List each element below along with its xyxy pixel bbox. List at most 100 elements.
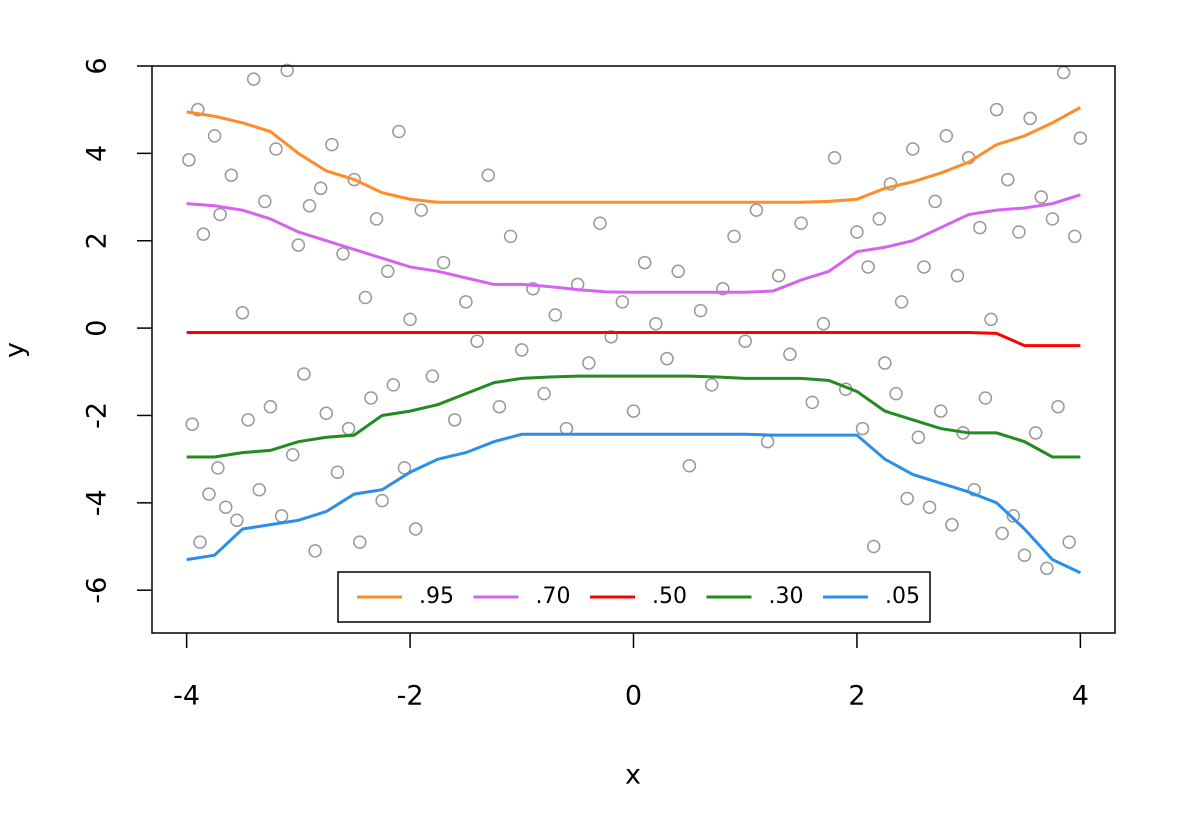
point — [749, 203, 764, 217]
point — [336, 247, 350, 261]
point — [325, 137, 339, 152]
point — [615, 295, 630, 309]
plot-frame — [151, 65, 1116, 634]
y-tick-label: -4 — [82, 489, 113, 516]
quantile-line — [186, 432, 1082, 575]
x-tick-label: 0 — [625, 681, 642, 712]
point — [302, 199, 317, 213]
y-tick-label: 2 — [82, 232, 113, 249]
point — [347, 172, 361, 187]
point — [375, 493, 389, 508]
point — [241, 413, 255, 427]
point — [380, 264, 395, 279]
x-tick-label: -4 — [173, 681, 200, 712]
point — [224, 168, 239, 182]
point — [1034, 190, 1049, 204]
point — [805, 395, 819, 410]
point — [582, 356, 596, 370]
point — [900, 491, 914, 506]
point — [783, 347, 797, 362]
legend-label: .95 — [419, 584, 454, 609]
point — [308, 544, 322, 558]
point — [425, 369, 440, 383]
point — [889, 386, 903, 401]
point — [593, 216, 607, 231]
point — [230, 513, 244, 528]
point — [950, 268, 965, 283]
point — [911, 430, 926, 445]
point — [211, 461, 225, 475]
point — [693, 303, 708, 318]
point — [213, 207, 227, 222]
point — [470, 334, 484, 348]
point — [414, 203, 428, 217]
point — [397, 461, 412, 475]
point — [1028, 426, 1043, 440]
legend-label: .05 — [885, 584, 920, 609]
point — [716, 282, 730, 296]
point — [626, 404, 641, 418]
point — [392, 124, 406, 139]
point — [872, 212, 887, 226]
point — [995, 526, 1009, 541]
point — [459, 295, 473, 309]
point — [922, 500, 937, 514]
point — [235, 306, 250, 320]
point — [727, 229, 741, 244]
legend: .95 .70 .50 .30 .05 — [337, 571, 931, 623]
point — [604, 330, 618, 344]
point — [386, 378, 401, 392]
point — [319, 406, 334, 421]
point — [771, 268, 786, 283]
point — [984, 312, 998, 327]
point — [358, 290, 373, 305]
point — [866, 539, 881, 554]
point — [515, 343, 529, 357]
x-axis-label: x — [625, 760, 641, 791]
point — [671, 264, 685, 279]
point — [408, 522, 423, 536]
point — [917, 260, 931, 274]
point — [850, 225, 864, 239]
y-tick-label: 4 — [82, 145, 113, 162]
point — [492, 399, 507, 414]
point — [207, 129, 222, 143]
point — [537, 386, 551, 401]
y-tick-label: 6 — [82, 57, 113, 74]
point — [196, 227, 211, 241]
point — [855, 421, 870, 436]
point — [182, 153, 196, 167]
point — [274, 509, 289, 523]
quantile-line — [186, 330, 1081, 348]
point — [878, 356, 892, 370]
y-tick-label: -6 — [82, 577, 113, 604]
point — [894, 295, 909, 309]
quantile-line — [186, 193, 1081, 294]
point — [883, 177, 898, 191]
point — [637, 255, 652, 270]
x-tick-label: 2 — [848, 681, 865, 712]
point — [185, 417, 199, 431]
point — [1001, 172, 1015, 187]
point — [738, 334, 752, 348]
legend-label: .70 — [536, 584, 571, 609]
point — [436, 255, 451, 270]
point — [660, 351, 674, 366]
quantile-line — [186, 374, 1081, 459]
point — [827, 150, 842, 165]
point — [291, 238, 306, 252]
point — [330, 465, 345, 479]
legend-label: .30 — [769, 584, 804, 609]
point — [906, 142, 920, 156]
point — [353, 535, 367, 549]
point — [1017, 548, 1032, 562]
point — [341, 421, 356, 436]
legend-label: .50 — [652, 584, 687, 609]
point — [1068, 229, 1082, 244]
point — [258, 194, 272, 209]
point — [191, 102, 205, 117]
quantile-line — [186, 106, 1082, 204]
point — [704, 378, 719, 392]
point — [649, 316, 663, 331]
